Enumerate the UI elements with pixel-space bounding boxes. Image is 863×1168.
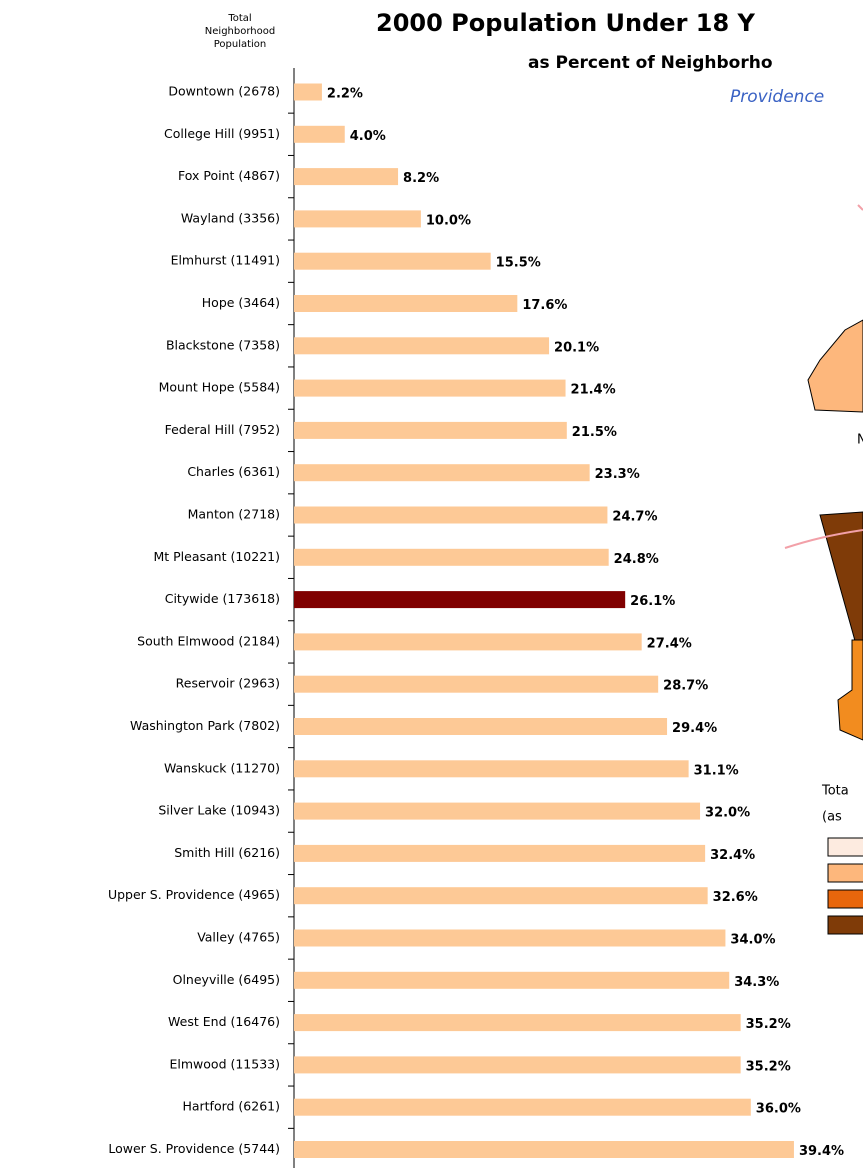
category-label: Elmwood (11533) — [170, 1056, 281, 1071]
axis-label: Total — [227, 13, 251, 24]
bar — [294, 675, 659, 693]
category-label: Reservoir (2963) — [176, 676, 280, 691]
category-label: Manton (2718) — [188, 507, 280, 522]
value-label: 35.2% — [746, 1059, 791, 1074]
category-label: Upper S. Providence (4965) — [108, 887, 280, 902]
chart-title: 2000 Population Under 18 Y — [376, 9, 756, 37]
bar — [294, 252, 491, 270]
category-label: South Elmwood (2184) — [137, 633, 280, 648]
value-label: 28.7% — [663, 679, 708, 694]
category-label: Wanskuck (11270) — [164, 760, 280, 775]
value-label: 32.0% — [705, 806, 750, 821]
value-label: 39.4% — [799, 1144, 844, 1159]
category-label: Hope (3464) — [202, 295, 280, 310]
chart-subtitle: as Percent of Neighborho — [528, 53, 773, 73]
category-label: Lower S. Providence (5744) — [108, 1141, 280, 1156]
category-label: Citywide (173618) — [165, 591, 280, 606]
value-label: 27.4% — [647, 636, 692, 651]
category-label: Wayland (3356) — [181, 210, 280, 225]
value-label: 29.4% — [672, 721, 717, 736]
value-label: 26.1% — [630, 594, 675, 609]
value-label: 32.4% — [710, 848, 755, 863]
value-label: 24.7% — [612, 510, 657, 525]
bar — [294, 464, 590, 482]
bar — [294, 971, 730, 989]
category-label: Hartford (6261) — [182, 1099, 280, 1114]
category-label: Blackstone (7358) — [166, 337, 280, 352]
value-label: 17.6% — [522, 298, 567, 313]
axis-label: Population — [214, 39, 267, 50]
value-label: 36.0% — [756, 1102, 801, 1117]
map — [784, 204, 863, 741]
value-label: 32.6% — [713, 890, 758, 905]
category-label: Mt Pleasant (10221) — [153, 549, 280, 564]
category-label: Elmhurst (11491) — [171, 253, 280, 268]
legend-title: (as — [822, 810, 842, 825]
bar — [294, 1056, 741, 1074]
bar — [294, 421, 567, 439]
legend-swatch — [827, 837, 863, 857]
bar — [294, 1141, 794, 1158]
value-label: 35.2% — [746, 1017, 791, 1032]
bar — [294, 760, 689, 778]
legend-swatch — [827, 889, 863, 909]
bar — [294, 506, 608, 524]
axis-label: Neighborhood — [205, 26, 275, 37]
legend-swatch — [827, 915, 863, 935]
bar — [294, 168, 399, 186]
value-label: 2.2% — [327, 87, 363, 102]
bar — [294, 548, 609, 566]
value-label: 8.2% — [403, 171, 439, 186]
value-label: 34.3% — [734, 975, 779, 990]
legend-title: Tota — [821, 784, 849, 799]
bar — [294, 802, 701, 820]
category-label: Charles (6361) — [187, 464, 280, 479]
value-label: 34.0% — [730, 933, 775, 948]
bar — [294, 633, 642, 651]
category-label: Federal Hill (7952) — [165, 422, 280, 437]
value-label: 21.4% — [571, 383, 616, 398]
category-label: Olneyville (6495) — [173, 972, 280, 987]
value-label: 24.8% — [614, 552, 659, 567]
category-label: College Hill (9951) — [164, 126, 280, 141]
category-label: Smith Hill (6216) — [174, 845, 280, 860]
legend-swatch — [827, 863, 863, 883]
bar — [294, 295, 518, 312]
value-label: 23.3% — [595, 467, 640, 482]
category-label: Silver Lake (10943) — [158, 803, 280, 818]
bar — [294, 591, 626, 609]
bar — [294, 718, 668, 735]
category-label: Valley (4765) — [197, 930, 280, 945]
bar — [294, 210, 421, 228]
bar — [294, 887, 708, 905]
bar — [294, 83, 322, 101]
bar — [294, 929, 726, 947]
value-label: 31.1% — [694, 763, 739, 778]
bar — [294, 1014, 741, 1032]
value-label: 4.0% — [350, 129, 386, 144]
place-label: Providence — [730, 87, 824, 107]
category-label: Mount Hope (5584) — [159, 380, 280, 395]
category-label: West End (16476) — [168, 1014, 280, 1029]
value-label: 10.0% — [426, 213, 471, 228]
bar — [294, 337, 550, 355]
bar — [294, 1098, 751, 1116]
category-label: Fox Point (4867) — [178, 168, 280, 183]
bar — [294, 379, 566, 397]
bar — [294, 844, 706, 862]
value-label: 15.5% — [496, 256, 541, 271]
value-label: 21.5% — [572, 425, 617, 440]
bar — [294, 125, 345, 143]
category-label: Washington Park (7802) — [130, 718, 280, 733]
map-label: N — [857, 433, 863, 448]
category-label: Downtown (2678) — [168, 84, 280, 99]
value-label: 20.1% — [554, 340, 599, 355]
